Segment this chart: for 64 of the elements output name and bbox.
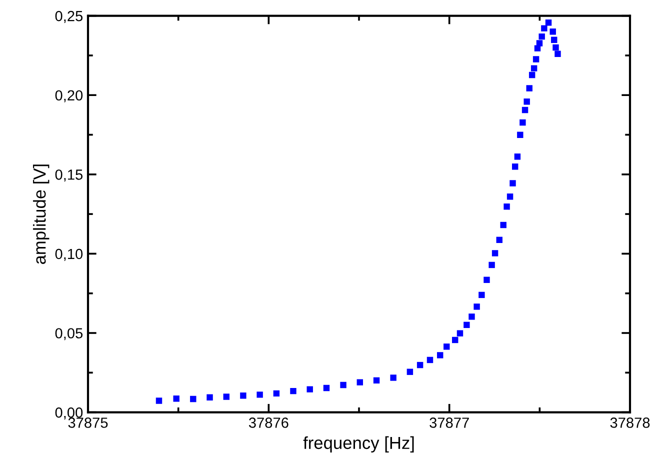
x-tick-label: 37877: [430, 418, 469, 428]
point: [456, 330, 464, 336]
point: [520, 119, 526, 126]
point: [496, 236, 502, 244]
point: [550, 28, 556, 35]
point: [416, 362, 424, 368]
point: [478, 292, 485, 298]
point: [551, 36, 558, 44]
point: [536, 40, 543, 46]
point: [541, 25, 548, 32]
point: [492, 250, 498, 256]
point: [223, 394, 230, 400]
point: [406, 368, 414, 375]
point: [173, 396, 180, 402]
point: [390, 374, 396, 381]
point: [500, 222, 506, 228]
y-tick-label: 0,25: [55, 10, 83, 23]
point: [526, 85, 532, 92]
y-axis-title: amplitude [V]: [33, 164, 50, 264]
y-tick-label: 0,00: [55, 407, 83, 420]
y-tick-label: 0,15: [55, 170, 83, 182]
point: [156, 398, 162, 404]
y-tick-label: 0,10: [55, 248, 83, 261]
x-tick-label: 37876: [248, 418, 288, 428]
point: [530, 65, 538, 72]
point: [506, 194, 514, 200]
point: [522, 106, 528, 114]
point: [273, 390, 280, 397]
point: [512, 164, 518, 170]
point: [206, 394, 213, 400]
point: [517, 132, 524, 138]
point: [545, 20, 552, 26]
point: [468, 314, 475, 320]
point: [552, 44, 559, 51]
point: [426, 356, 434, 364]
point: [323, 384, 330, 392]
y-tick-label: 0,20: [55, 90, 83, 102]
point: [437, 352, 444, 358]
point: [538, 33, 545, 40]
point: [514, 154, 521, 160]
point: [532, 56, 540, 62]
point: [464, 322, 470, 328]
point: [190, 396, 196, 402]
point: [444, 344, 450, 350]
point: [306, 386, 313, 392]
point: [484, 276, 490, 283]
x-tick-label: 37878: [610, 418, 650, 428]
point: [554, 50, 561, 57]
point: [504, 203, 510, 210]
point: [452, 336, 458, 344]
x-axis-title: frequency [Hz]: [303, 436, 414, 452]
point: [240, 392, 246, 399]
point: [340, 382, 346, 388]
point: [524, 98, 530, 105]
point: [510, 180, 516, 186]
point: [528, 72, 536, 78]
point: [290, 388, 296, 394]
point: [373, 377, 380, 384]
y-tick-label: 0,05: [55, 328, 83, 340]
point: [488, 262, 495, 268]
point: [474, 304, 480, 310]
point: [256, 392, 263, 398]
x-tick-label: 37875: [68, 418, 108, 428]
point: [356, 379, 364, 386]
